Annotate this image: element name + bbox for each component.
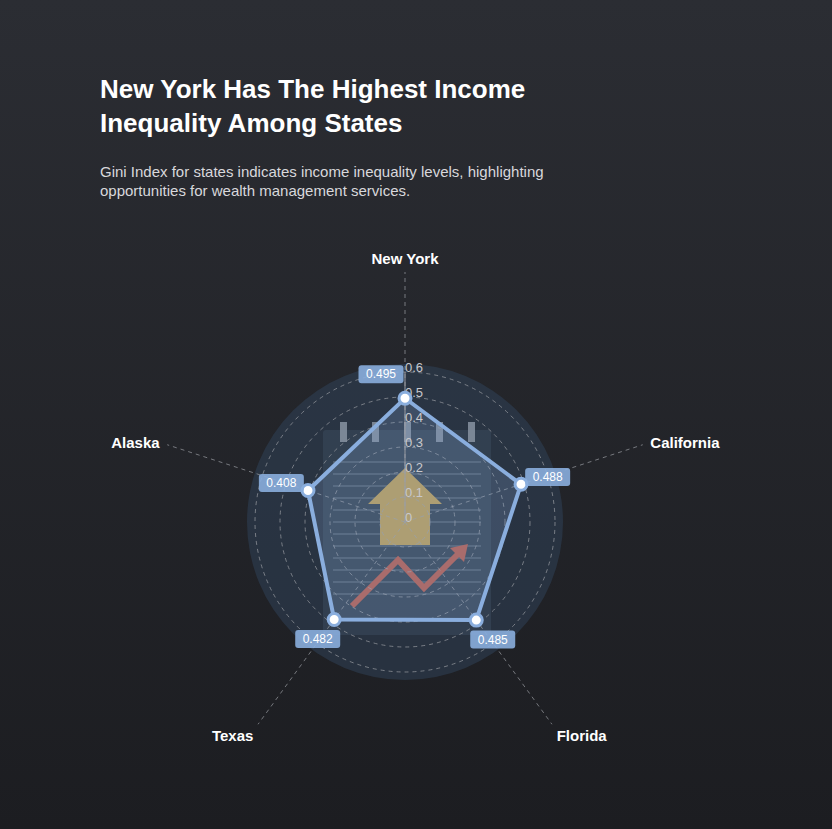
svg-text:0.1: 0.1: [405, 485, 423, 500]
svg-text:0: 0: [405, 510, 412, 525]
svg-text:0.485: 0.485: [478, 633, 508, 647]
svg-text:Texas: Texas: [212, 727, 253, 744]
svg-text:0.408: 0.408: [266, 476, 296, 490]
svg-text:0.482: 0.482: [303, 632, 333, 646]
svg-text:0.2: 0.2: [405, 460, 423, 475]
svg-text:0.6: 0.6: [405, 360, 423, 375]
svg-text:0.3: 0.3: [405, 435, 423, 450]
svg-text:0.5: 0.5: [405, 385, 424, 400]
svg-text:0.495: 0.495: [366, 367, 396, 381]
svg-text:Florida: Florida: [557, 727, 608, 744]
html-text:New York Has The Highest Incom: New York Has The Highest Income Inequali…: [100, 74, 526, 138]
svg-text:0.4: 0.4: [405, 410, 423, 425]
svg-text:California: California: [650, 434, 720, 451]
svg-text:Alaska: Alaska: [111, 434, 160, 451]
svg-text:0.488: 0.488: [533, 470, 563, 484]
svg-text:New York: New York: [372, 250, 440, 267]
html-text:Gini Index for states indicate: Gini Index for states indicates income i…: [100, 163, 544, 199]
